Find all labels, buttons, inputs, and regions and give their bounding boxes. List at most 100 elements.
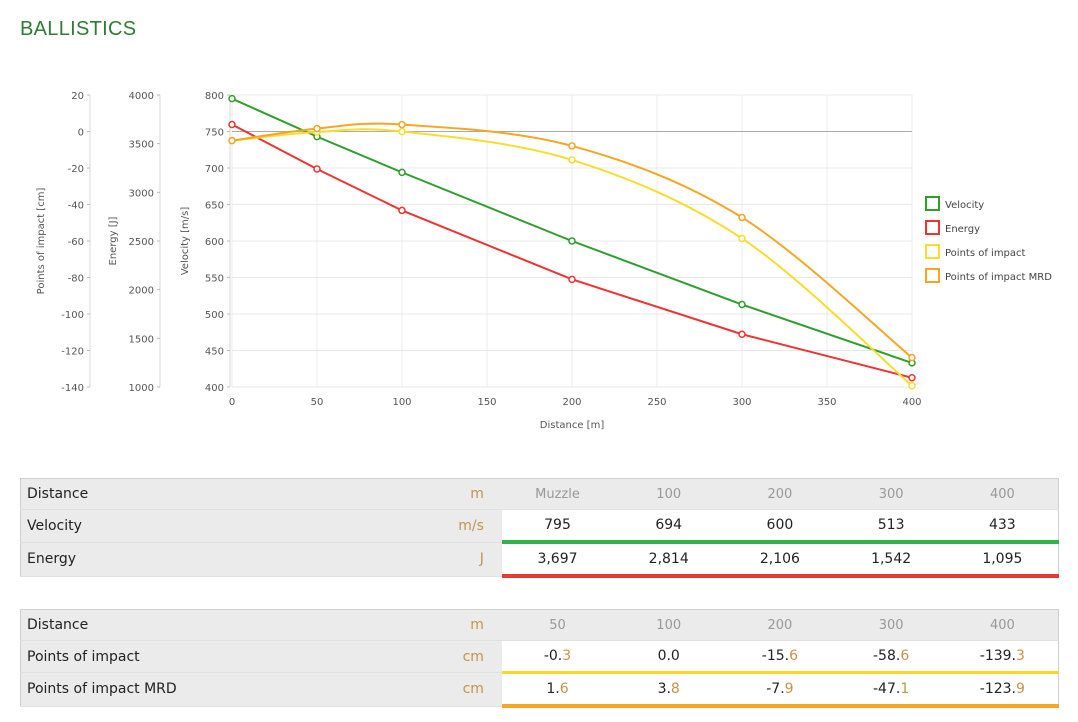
energy-value: 2,814	[613, 542, 725, 578]
x-tick-label: 200	[562, 397, 581, 408]
energy-value: 1,542	[835, 542, 947, 578]
velocity-value: 513	[835, 509, 947, 544]
row-unit: J	[415, 542, 502, 577]
data-point	[313, 124, 321, 133]
legend-label: Velocity	[945, 200, 984, 211]
header-unit: m	[415, 478, 502, 510]
header-col: 400	[946, 609, 1059, 641]
velocity-axis-label: Velocity [m/s]	[180, 207, 191, 276]
header-col: 200	[724, 609, 836, 641]
poi-mrd-value: -123.9	[946, 672, 1059, 708]
poi-mrd-row: Points of impact MRD cm 1.6 3.8 -7.9 -47…	[20, 672, 1059, 708]
value-whole: -58.	[872, 648, 901, 664]
data-point	[738, 330, 746, 338]
poi-tick-label: -100	[61, 310, 84, 321]
legend-label: Points of impact	[945, 248, 1026, 259]
data-point	[568, 142, 576, 150]
value-whole: 1.	[546, 681, 560, 697]
row-unit: m/s	[415, 509, 502, 543]
poi-mrd-value: 1.6	[501, 672, 614, 708]
table-header-row: Distance m 50 100 200 300 400	[20, 609, 1059, 641]
row-label: Velocity	[20, 509, 416, 543]
value-fraction: 6	[789, 648, 799, 664]
header-col: 50	[501, 609, 614, 641]
x-tick-label: 350	[817, 397, 836, 408]
x-tick-label: 0	[229, 397, 235, 408]
velocity-tick-label: 700	[205, 164, 224, 175]
velocity-tick-label: 750	[205, 128, 224, 139]
poi-mrd-value: -7.9	[724, 672, 836, 708]
header-unit: m	[415, 609, 502, 641]
poi-tick-label: -20	[68, 164, 84, 175]
x-tick-label: 300	[732, 397, 751, 408]
x-tick-label: 150	[477, 397, 496, 408]
velocity-tick-label: 400	[205, 383, 224, 394]
velocity-row: Velocity m/s 795 694 600 513 433	[20, 509, 1059, 544]
x-tick-label: 250	[647, 397, 666, 408]
x-tick-label: 400	[902, 397, 921, 408]
row-unit: cm	[415, 640, 502, 673]
data-point	[228, 94, 236, 103]
legend-swatch	[925, 220, 940, 235]
value-fraction: 9	[1016, 681, 1025, 697]
value-fraction: 6	[900, 648, 910, 664]
value-fraction: 3	[562, 648, 572, 664]
value-fraction: 6	[559, 681, 569, 697]
data-point	[738, 213, 746, 222]
row-label: Points of impact MRD	[20, 672, 416, 707]
points-of-impact-table: Distance m 50 100 200 300 400 Points of …	[20, 609, 1059, 708]
poi-value: 0.0	[613, 640, 725, 674]
energy-value: 3,697	[501, 542, 614, 578]
data-point	[398, 120, 406, 129]
value-fraction: 9	[784, 681, 794, 697]
header-label: Distance	[20, 609, 416, 641]
energy-row: Energy J 3,697 2,814 2,106 1,542 1,095	[20, 542, 1059, 578]
energy-tick-label: 1000	[129, 383, 154, 394]
x-axis-label: Distance [m]	[540, 420, 605, 431]
poi-tick-label: -140	[61, 383, 84, 394]
energy-tick-label: 4000	[129, 91, 154, 102]
velocity-tick-label: 500	[205, 310, 224, 321]
poi-value: -139.3	[946, 640, 1059, 674]
data-point	[228, 136, 236, 145]
legend-swatch	[925, 244, 940, 259]
poi-value: -58.6	[835, 640, 947, 674]
velocity-value: 795	[501, 509, 614, 544]
header-col: 100	[613, 478, 725, 510]
series-line-1	[231, 123, 913, 379]
poi-tick-label: -120	[61, 347, 84, 358]
poi-tick-label: 0	[78, 128, 84, 139]
velocity-value: 600	[724, 509, 836, 544]
legend-label: Points of impact MRD	[945, 272, 1052, 283]
legend-swatch	[925, 268, 940, 283]
header-col: 300	[835, 609, 947, 641]
value-whole: -7.	[766, 681, 785, 697]
x-tick-label: 100	[392, 397, 411, 408]
poi-tick-label: -60	[68, 237, 84, 248]
data-point	[398, 127, 406, 136]
poi-value: -15.6	[724, 640, 836, 674]
value-whole: -139.	[979, 648, 1017, 664]
value-fraction: 1	[900, 681, 910, 697]
row-unit: cm	[415, 672, 502, 707]
data-point	[398, 168, 406, 177]
page-title: BALLISTICS	[20, 18, 137, 40]
poi-value: -0.3	[501, 640, 614, 674]
velocity-value: 694	[613, 509, 725, 544]
poi-tick-label: -40	[68, 201, 84, 212]
value-whole: -123.	[979, 681, 1017, 697]
row-label: Energy	[20, 542, 416, 577]
data-point	[738, 234, 746, 243]
table-header-row: Distance m Muzzle 100 200 300 400	[20, 478, 1059, 510]
data-point	[568, 156, 576, 164]
data-point	[568, 237, 576, 245]
data-point	[228, 120, 236, 129]
velocity-tick-label: 450	[205, 347, 224, 358]
x-tick-label: 50	[311, 397, 324, 408]
data-point	[738, 300, 746, 309]
row-label: Points of impact	[20, 640, 416, 673]
value-whole: -47.	[872, 681, 901, 697]
header-col: 100	[613, 609, 725, 641]
velocity-tick-label: 650	[205, 201, 224, 212]
